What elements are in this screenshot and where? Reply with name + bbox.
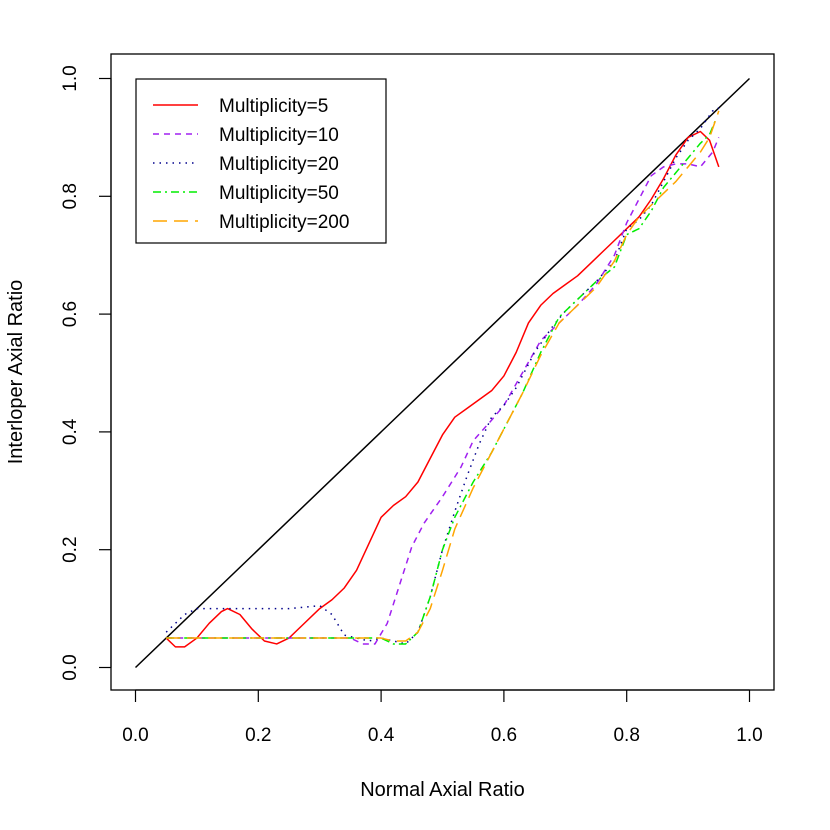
y-tick-label: 1.0 (60, 65, 81, 91)
legend: Multiplicity=5 Multiplicity=10 Multiplicit… (135, 78, 387, 244)
legend-label-5: Multiplicity=200 (219, 212, 349, 233)
x-axis-title: Normal Axial Ratio (360, 779, 525, 801)
legend-label-2: Multiplicity=10 (219, 125, 339, 146)
y-tick-label: 0.0 (60, 654, 81, 680)
plot-frame (110, 53, 775, 691)
series-line-1 (165, 130, 720, 648)
x-tick-label: 0.6 (491, 725, 517, 746)
legend-box (135, 78, 387, 244)
legend-label-3: Multiplicity=20 (219, 154, 339, 175)
y-tick-label: 0.6 (60, 301, 81, 327)
x-tick-label: 0.0 (122, 725, 148, 746)
series-line-5 (166, 110, 720, 642)
y-tick-label: 0.8 (60, 183, 81, 209)
reference-line (134, 77, 751, 669)
x-tick-label: 0.8 (613, 725, 639, 746)
x-tick-label: 1.0 (736, 725, 762, 746)
y-tick-label: 0.4 (60, 418, 81, 445)
legend-label-4: Multiplicity=50 (219, 183, 339, 204)
x-tick-label: 0.4 (368, 725, 395, 746)
x-tick-label: 0.2 (245, 725, 271, 746)
y-axis-title: Interloper Axial Ratio (5, 280, 27, 465)
y-tick-label: 0.2 (60, 536, 81, 562)
series-line-2 (166, 137, 720, 645)
legend-label-1: Multiplicity=5 (219, 96, 328, 117)
data-layer (134, 77, 751, 669)
